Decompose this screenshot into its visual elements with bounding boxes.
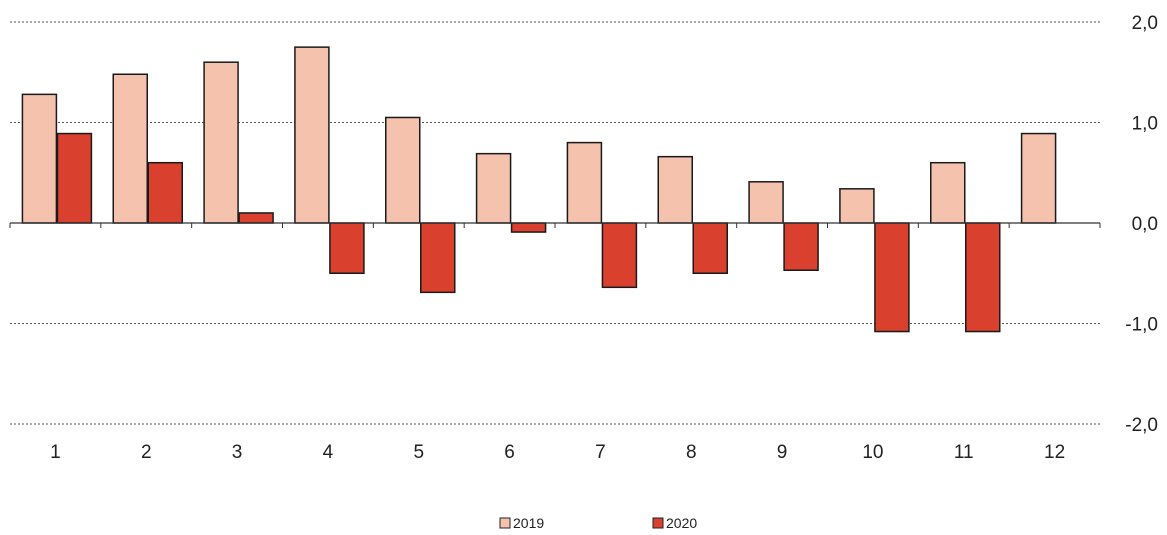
legend: 2019 2020	[499, 515, 697, 531]
legend-label-2019: 2019	[513, 515, 544, 531]
bar-2020-11	[965, 222, 1001, 333]
legend-swatch-2020	[652, 517, 664, 529]
x-category-label: 12	[1044, 442, 1065, 463]
bar-2019-12	[1020, 132, 1057, 224]
bar-2019-3	[203, 61, 239, 224]
gridlines	[10, 21, 1100, 425]
bar-2020-5	[420, 222, 456, 294]
legend-swatch-2019	[499, 517, 511, 529]
x-category-label: 7	[595, 442, 606, 463]
bar-2019-11	[930, 161, 966, 224]
x-axis	[9, 222, 1101, 228]
x-category-label: 2	[141, 442, 152, 463]
x-category-label: 9	[777, 442, 788, 463]
bar-2019-9	[748, 181, 784, 224]
y-tick-label: -2,0	[1125, 415, 1158, 436]
x-category-label: 3	[232, 442, 243, 463]
y-tick-labels: 2,0 1,0 0,0 -1,0 -2,0	[1125, 13, 1158, 436]
bar-2020-8	[692, 222, 728, 274]
bar-2020-3	[238, 212, 274, 224]
bar-2019-4	[294, 46, 330, 224]
x-category-label: 5	[413, 442, 424, 463]
bar-2019-2	[112, 73, 148, 224]
category-labels: 1 2 3 4 5 6 7 8 9 10 11 12	[50, 442, 1065, 463]
x-category-label: 4	[323, 442, 334, 463]
bar-2020-2	[147, 161, 183, 224]
y-tick-label: 2,0	[1132, 13, 1158, 34]
x-category-label: 8	[686, 442, 697, 463]
x-category-label: 11	[954, 442, 974, 463]
bar-2019-6	[475, 152, 512, 224]
bar-2020-7	[601, 222, 638, 289]
x-category-label: 1	[50, 442, 61, 463]
y-tick-label: 1,0	[1132, 114, 1158, 135]
bar-2020-1	[56, 132, 93, 224]
bar-2019-1	[21, 93, 58, 224]
bar-2020-6	[510, 222, 547, 233]
bar-2019-5	[385, 116, 421, 224]
y-tick-label: -1,0	[1125, 315, 1158, 336]
x-category-label: 10	[862, 442, 883, 463]
legend-label-2020: 2020	[666, 515, 697, 531]
bar-2019-10	[839, 188, 875, 224]
bar-2020-9	[783, 222, 819, 271]
bar-2020-4	[329, 222, 365, 274]
bars	[21, 46, 1057, 333]
bar-2020-10	[874, 222, 910, 333]
bar-2019-8	[657, 155, 693, 224]
x-category-label: 6	[504, 442, 515, 463]
y-tick-label: 0,0	[1132, 214, 1158, 235]
bar-2019-7	[566, 141, 603, 224]
